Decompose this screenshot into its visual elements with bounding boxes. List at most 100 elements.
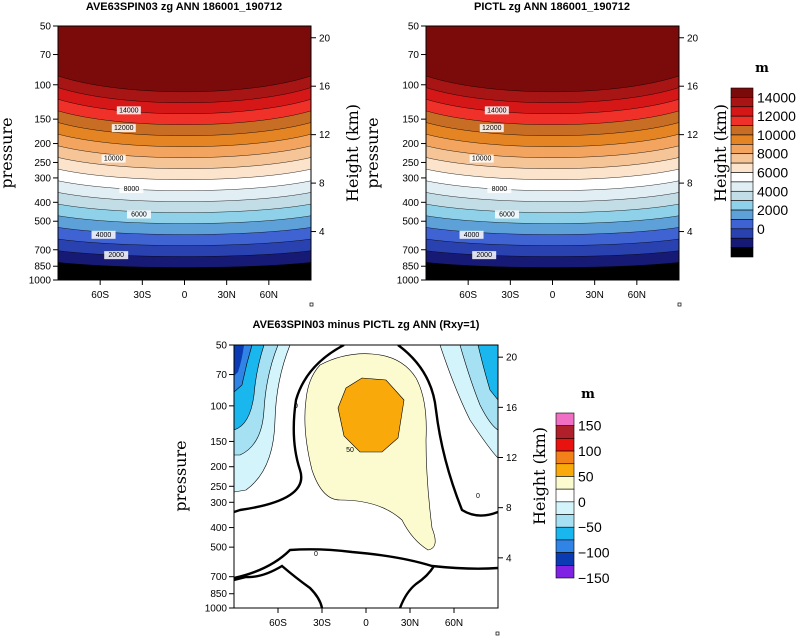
height-tick-label: 4 [319, 227, 325, 238]
colorbar-swatch [555, 501, 575, 515]
height-tick-label: 4 [506, 553, 512, 564]
panel-c-axes: 5070100150200250300400500700850100048121… [205, 341, 518, 630]
pressure-tick-label: 400 [34, 198, 51, 209]
colorbar-label: 4000 [757, 183, 788, 199]
contour-label: 6000 [131, 212, 147, 219]
colorbar-swatch [555, 476, 575, 490]
colorbar-swatch [730, 87, 754, 98]
contour-label: 4000 [464, 232, 480, 239]
pressure-tick-label: 400 [402, 198, 419, 209]
contour-label-bg [126, 210, 151, 219]
panel-b-y2label: Height (km) [711, 104, 730, 202]
pressure-tick-label: 70 [216, 370, 228, 381]
colorbar-label: 0 [757, 221, 765, 237]
height-tick-label: 8 [506, 503, 512, 514]
pressure-tick-label: 700 [210, 572, 227, 583]
lat-tick-label: 60N [445, 618, 463, 629]
colorbar-label: 100 [578, 443, 602, 459]
contour-label-bg [91, 230, 116, 239]
pressure-tick-label: 100 [34, 80, 51, 91]
panel-c-y2label: Height (km) [530, 427, 549, 525]
colorbar-swatch [555, 425, 575, 439]
pressure-tick-label: 250 [402, 158, 419, 169]
colorbar-swatch [730, 181, 754, 192]
colorbar-label: 6000 [757, 165, 788, 181]
contour-label: 2000 [108, 252, 124, 259]
contour-label-bg [104, 251, 129, 260]
pressure-tick-label: 700 [402, 245, 419, 256]
lat-tick-label: 60N [260, 290, 278, 301]
pressure-tick-label: 300 [402, 173, 419, 184]
contour-label-bg [494, 210, 519, 219]
contour-label: 8000 [492, 186, 508, 193]
contour-label: 6000 [499, 212, 515, 219]
lat-tick-label: 30N [217, 290, 235, 301]
panel-a-marker [309, 302, 314, 307]
colorbar-label: −100 [578, 545, 610, 561]
panel-c-ylabel: pressure [171, 440, 190, 511]
colorbar-swatch [730, 115, 754, 126]
lat-tick-label: 0 [550, 290, 556, 301]
pressure-tick-label: 500 [402, 217, 419, 228]
colorbar-swatch [730, 209, 754, 220]
colorbar-swatch [730, 162, 754, 173]
pressure-tick-label: 200 [34, 139, 51, 150]
colorbar-swatch [730, 237, 754, 248]
height-tick-label: 20 [319, 33, 331, 44]
lat-tick-label: 30N [585, 290, 603, 301]
height-tick-label: 16 [319, 82, 331, 93]
panel-b-title: PICTL zg ANN 186001_190712 [474, 1, 630, 13]
colorbar-swatch [555, 412, 575, 426]
contour-label: 0 [476, 493, 480, 500]
colorbar-swatch [730, 190, 754, 201]
lat-tick-label: 60S [91, 290, 109, 301]
pos-band-2 [338, 378, 404, 452]
colorbar-swatch [555, 438, 575, 452]
lat-tick-label: 30S [501, 290, 519, 301]
contour-label: 10000 [104, 156, 124, 163]
pressure-tick-label: 200 [402, 139, 419, 150]
panel-b-contour-labels: 14000 12000 10000 8000 6000 4000 2000 [459, 106, 519, 260]
contour-label: 50 [346, 447, 354, 454]
pressure-tick-label: 1000 [205, 604, 228, 615]
panel-a-axes: 5070100150200250300400500700850100048121… [29, 22, 331, 302]
pressure-tick-label: 50 [216, 341, 228, 352]
colorbar-bottom-unit: m [581, 387, 595, 402]
contour-label-bg [484, 106, 509, 115]
pressure-tick-label: 500 [34, 217, 51, 228]
colorbar-label: −150 [578, 570, 610, 586]
colorbar-top-unit: m [755, 61, 769, 76]
colorbar-swatch [555, 488, 575, 503]
pressure-tick-label: 70 [408, 50, 420, 61]
pressure-tick-label: 150 [210, 437, 227, 448]
contour-label: 14000 [119, 107, 139, 114]
lat-tick-label: 30S [133, 290, 151, 301]
colorbar-swatch [730, 153, 754, 164]
height-tick-label: 8 [687, 179, 693, 190]
pressure-tick-label: 100 [210, 401, 227, 412]
contour-label: 10000 [472, 156, 492, 163]
colorbar-label: −50 [578, 519, 602, 535]
panel-b-filled-contours [426, 26, 679, 280]
colorbar-label: 12000 [757, 108, 796, 124]
colorbar-swatch [730, 97, 754, 108]
colorbar-swatch [555, 526, 575, 541]
colorbar-swatch [555, 450, 575, 465]
height-tick-label: 16 [687, 82, 699, 93]
colorbar-label: 0 [578, 494, 586, 510]
height-tick-label: 12 [319, 130, 331, 141]
colorbar-swatch [555, 463, 575, 477]
pressure-tick-label: 500 [210, 543, 227, 554]
pressure-tick-label: 100 [402, 80, 419, 91]
height-tick-label: 12 [687, 130, 699, 141]
colorbar-swatch [555, 514, 575, 528]
pressure-tick-label: 250 [34, 158, 51, 169]
pressure-tick-label: 150 [34, 115, 51, 126]
colorbar-swatch [730, 200, 754, 211]
panel-a-title: AVE63SPIN03 zg ANN 186001_190712 [86, 1, 282, 13]
colorbar-swatch [730, 219, 754, 230]
